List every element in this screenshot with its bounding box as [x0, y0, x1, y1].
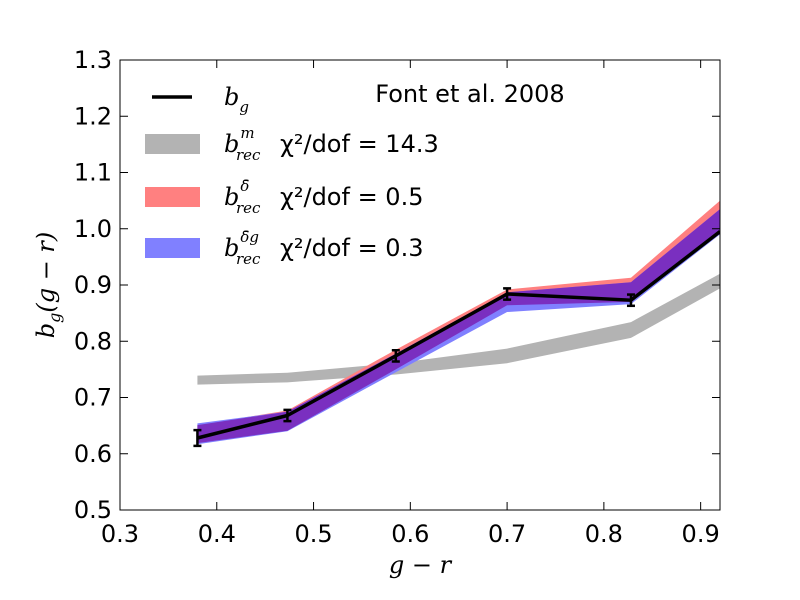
legend-handle-brec_m — [145, 134, 200, 154]
y-axis-label-symbol: b — [32, 323, 60, 338]
annotation-text: Font et al. 2008 — [375, 80, 564, 108]
y-tick-label: 0.6 — [74, 440, 112, 468]
x-tick-label: 0.8 — [585, 520, 623, 548]
y-tick-label: 0.8 — [74, 327, 112, 355]
legend-label-brec_delta_g: bδ̄g rec — [224, 228, 261, 268]
y-axis-label-sub: g — [45, 313, 64, 323]
x-tick-label: 0.5 — [294, 520, 332, 548]
legend-label-bg: bg — [224, 83, 249, 116]
ticks: 0.3 0.4 0.5 0.6 0.7 0.8 0.9 0.5 0.6 0.7 0.8 0.9 1.0 1… — [74, 46, 720, 548]
legend-handle-brec_delta — [145, 187, 200, 207]
series-line-bg — [196, 230, 720, 440]
y-tick-label: 0.7 — [74, 384, 112, 412]
y-tick-label: 1.3 — [74, 46, 112, 74]
y-tick-label: 1.2 — [74, 102, 112, 130]
y-tick-label: 0.9 — [74, 271, 112, 299]
legend: bg bm rec χ²/dof = 14.3 bδ̄ rec χ²/dof = 0.5 bδ… — [145, 83, 439, 268]
y-tick-label: 0.5 — [74, 496, 112, 524]
legend-handle-brec_delta_g — [145, 238, 200, 258]
legend-label-brec_m: bm rec — [224, 124, 261, 164]
legend-chi-brec_delta: χ²/dof = 0.5 — [280, 183, 423, 211]
x-tick-label: 0.6 — [391, 520, 429, 548]
x-axis-label: g − r — [389, 551, 453, 579]
y-tick-label: 1.1 — [74, 159, 112, 187]
y-tick-label: 1.0 — [74, 215, 112, 243]
x-tick-label: 0.9 — [682, 520, 720, 548]
x-tick-label: 0.4 — [198, 520, 236, 548]
band-overlap — [197, 209, 720, 444]
x-tick-label: 0.3 — [101, 520, 139, 548]
svg-text:bg(g − r): bg(g − r) — [32, 232, 64, 339]
y-axis-label: bg(g − r) — [32, 232, 64, 339]
x-tick-label: 0.7 — [488, 520, 526, 548]
band-brec-m — [197, 273, 720, 385]
legend-label-brec_delta: bδ̄ rec — [224, 177, 261, 217]
y-axis-label-tail: (g − r) — [32, 232, 60, 313]
legend-chi-brec_m: χ²/dof = 14.3 — [280, 130, 439, 158]
plot-area — [193, 200, 720, 448]
legend-chi-brec_delta_g: χ²/dof = 0.3 — [280, 234, 423, 262]
